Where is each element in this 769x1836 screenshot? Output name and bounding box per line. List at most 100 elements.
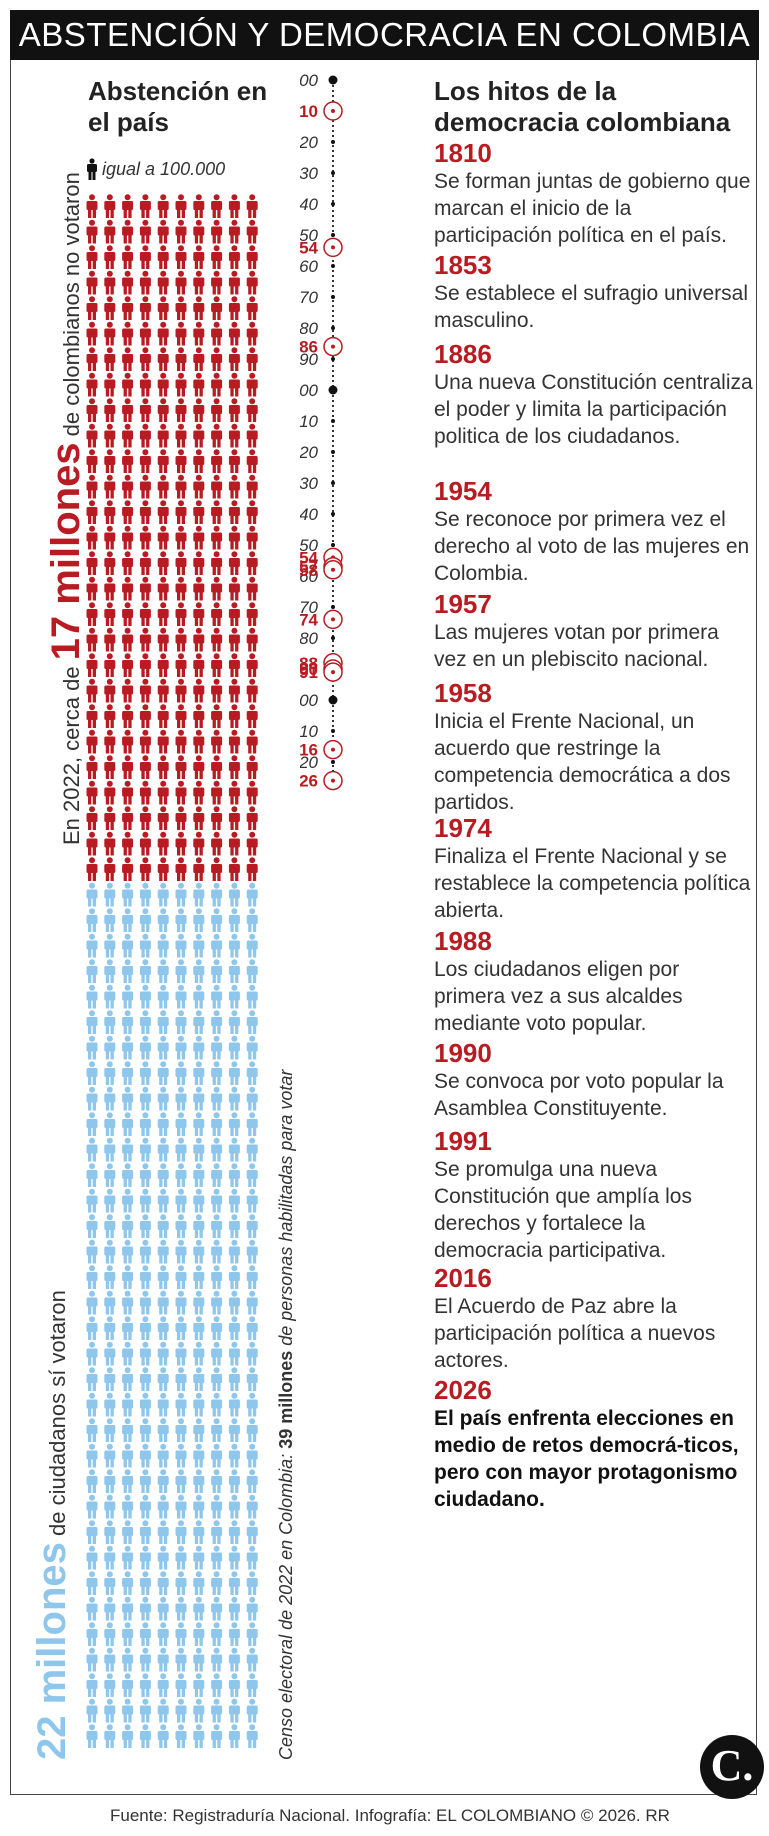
- abstention-person-icon: [211, 245, 223, 269]
- voter-person-icon: [104, 1137, 116, 1162]
- milestone-year-label: 1990: [300, 660, 318, 679]
- voter-person-icon: [104, 1469, 116, 1493]
- abstention-person-icon: [193, 678, 205, 703]
- voter-person-icon: [211, 1724, 223, 1748]
- milestone-description: El Acuerdo de Paz abre la participación …: [434, 1295, 716, 1372]
- voter-person-icon: [228, 1188, 240, 1213]
- decade-tick: [331, 357, 335, 361]
- abstention-person-icon: [157, 627, 169, 652]
- voter-person-icon: [86, 984, 98, 1009]
- voter-person-icon: [228, 933, 240, 958]
- voter-person-icon: [246, 1596, 258, 1621]
- abstention-person-icon: [211, 270, 223, 295]
- voter-person-icon: [228, 1035, 240, 1060]
- abstention-person-icon: [228, 296, 240, 320]
- decade-tick: [331, 295, 335, 299]
- abstention-person-icon: [193, 347, 205, 371]
- voter-person-icon: [211, 933, 223, 958]
- abstention-person-icon: [104, 347, 116, 371]
- voter-person-icon: [157, 1137, 169, 1162]
- abstention-person-icon: [139, 398, 151, 422]
- milestone-item: 1810 Se forman juntas de gobierno que mar…: [434, 138, 754, 249]
- voter-person-icon: [211, 1596, 223, 1621]
- milestone-year-label: 1957: [300, 558, 318, 577]
- abstention-person-icon: [193, 449, 205, 473]
- voter-person-icon: [122, 933, 134, 958]
- abstention-person-icon: [175, 831, 187, 856]
- voter-person-icon: [193, 1724, 205, 1748]
- voter-person-icon: [139, 984, 151, 1009]
- milestone-year-label: 1958: [300, 561, 318, 580]
- abstention-person-icon: [157, 551, 169, 575]
- voter-person-icon: [139, 1290, 151, 1315]
- abstention-person-icon: [139, 525, 151, 550]
- voter-person-icon: [139, 1724, 151, 1748]
- voter-person-icon: [86, 908, 98, 932]
- voter-person-icon: [157, 1061, 169, 1085]
- abstention-person-icon: [86, 474, 98, 499]
- voter-person-icon: [193, 1035, 205, 1060]
- abstention-person-icon: [122, 551, 134, 575]
- voter-person-icon: [211, 908, 223, 932]
- voter-person-icon: [175, 1290, 187, 1315]
- abstention-person-icon: [228, 372, 240, 397]
- voter-person-icon: [104, 1571, 116, 1595]
- decade-tick: [331, 264, 335, 268]
- abstention-person-icon: [175, 678, 187, 703]
- voter-person-icon: [175, 1265, 187, 1289]
- voter-person-icon: [122, 908, 134, 932]
- voter-person-icon: [228, 1316, 240, 1340]
- abstention-person-icon: [104, 321, 116, 346]
- abstention-person-icon: [157, 270, 169, 295]
- voter-person-icon: [228, 984, 240, 1009]
- abstention-person-icon: [193, 729, 205, 754]
- voter-person-icon: [157, 908, 169, 932]
- decade-tick: [328, 695, 338, 705]
- voter-person-icon: [86, 1265, 98, 1289]
- decade-label: 2020: [300, 753, 319, 772]
- milestone-year-label: 1886: [300, 338, 318, 357]
- voter-person-icon: [139, 1622, 151, 1646]
- decade-tick: [331, 760, 335, 764]
- voter-person-icon: [246, 1290, 258, 1315]
- abstention-person-icon: [193, 653, 205, 677]
- voter-person-icon: [139, 1239, 151, 1264]
- voter-person-icon: [104, 1647, 116, 1672]
- abstention-person-icon: [139, 245, 151, 269]
- abstention-person-icon: [104, 474, 116, 499]
- abstention-person-icon: [228, 194, 240, 218]
- abstention-person-icon: [157, 704, 169, 728]
- abstention-person-icon: [86, 296, 98, 320]
- abstention-person-icon: [193, 423, 205, 448]
- abstention-person-icon: [175, 423, 187, 448]
- voter-person-icon: [157, 1392, 169, 1417]
- voter-person-icon: [157, 984, 169, 1009]
- abstention-person-icon: [228, 474, 240, 499]
- voter-person-icon: [139, 1316, 151, 1340]
- abstention-person-icon: [193, 857, 205, 881]
- milestone-item: 2016 El Acuerdo de Paz abre la participac…: [434, 1263, 754, 1374]
- voter-person-icon: [211, 1443, 223, 1468]
- abstention-person-icon: [193, 602, 205, 626]
- voter-person-icon: [122, 1239, 134, 1264]
- voter-person-icon: [157, 1035, 169, 1060]
- voter-person-icon: [228, 1137, 240, 1162]
- voters-big-number: 22 millones: [30, 1542, 74, 1760]
- voter-person-icon: [122, 1392, 134, 1417]
- abstention-person-icon: [139, 602, 151, 626]
- abstention-person-icon: [86, 576, 98, 601]
- decade-label: 1800: [300, 71, 319, 90]
- abstention-person-icon: [122, 576, 134, 601]
- voter-person-icon: [122, 1061, 134, 1085]
- voter-person-icon: [104, 1724, 116, 1748]
- voter-person-icon: [122, 1698, 134, 1723]
- decade-tick: [331, 202, 335, 206]
- abstention-person-icon: [211, 551, 223, 575]
- voter-person-icon: [175, 1010, 187, 1034]
- abstention-person-icon: [139, 627, 151, 652]
- abstention-section-title: Abstención en el país: [88, 76, 268, 137]
- voter-person-icon: [122, 1545, 134, 1570]
- abstention-person-icon: [246, 423, 258, 448]
- abstention-person-icon: [104, 653, 116, 677]
- voter-person-icon: [157, 1520, 169, 1544]
